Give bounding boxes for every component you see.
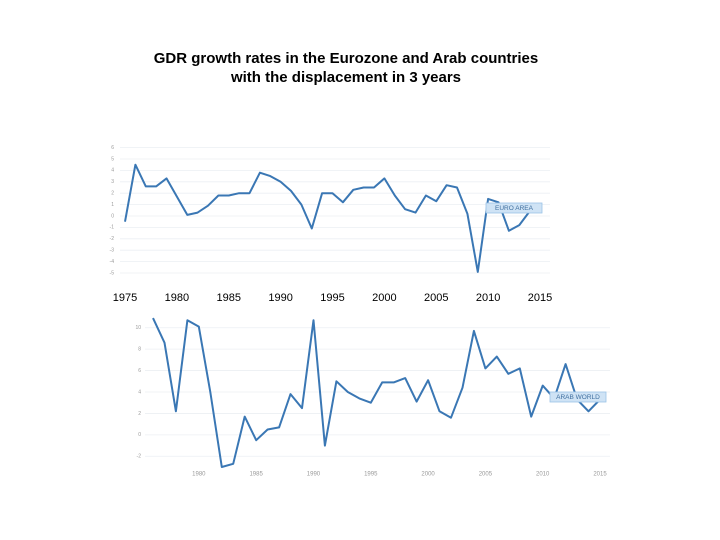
x-tick-label: 1975 [113, 292, 137, 304]
y-tick-label: -2 [137, 454, 142, 460]
y-tick-label: 8 [138, 346, 141, 352]
series-line [152, 317, 601, 468]
y-tick-label: 2 [138, 411, 141, 417]
y-tick-label: 3 [111, 179, 114, 185]
x-tick-label: 1985 [217, 292, 241, 304]
x-tick-label: 2000 [421, 472, 435, 478]
series-label-box [485, 202, 543, 214]
x-tick-label: 2015 [593, 472, 607, 478]
y-tick-label: -1 [110, 225, 115, 231]
series-label: EURO AREA [495, 205, 534, 212]
x-tick-label: 2005 [424, 292, 448, 304]
x-tick-label: 2015 [528, 292, 552, 304]
y-tick-label: -5 [110, 270, 115, 276]
series-label-box [549, 391, 607, 403]
x-tick-label: 2010 [536, 472, 550, 478]
x-tick-label: 2000 [372, 292, 396, 304]
y-tick-label: 2 [111, 191, 114, 197]
y-tick-label: 1 [111, 202, 114, 208]
y-tick-label: 0 [111, 213, 114, 219]
x-tick-label: 1995 [320, 292, 344, 304]
x-tick-label: 1990 [268, 292, 292, 304]
x-tick-label: 1980 [165, 292, 189, 304]
y-tick-label: 0 [138, 432, 141, 438]
y-tick-label: 4 [138, 389, 141, 395]
y-tick-label: 10 [135, 325, 141, 331]
x-tick-label: 2010 [476, 292, 500, 304]
y-tick-label: 6 [138, 368, 141, 374]
y-tick-label: 5 [111, 156, 114, 162]
y-tick-label: -2 [110, 236, 115, 242]
x-tick-label: 1990 [307, 472, 321, 478]
title-line: with the displacement in 3 years [230, 69, 461, 86]
y-tick-label: 6 [111, 145, 114, 151]
y-tick-label: 4 [111, 168, 114, 174]
y-tick-label: -4 [110, 259, 115, 265]
x-tick-label: 1985 [249, 472, 263, 478]
series-label: ARAB WORLD [556, 394, 600, 401]
x-tick-label: 2005 [479, 472, 493, 478]
x-tick-label: 1995 [364, 472, 378, 478]
series-line [124, 163, 531, 273]
y-tick-label: -3 [110, 248, 115, 254]
title-line: GDR growth rates in the Eurozone and Ara… [154, 50, 539, 67]
x-tick-label: 1980 [192, 472, 206, 478]
